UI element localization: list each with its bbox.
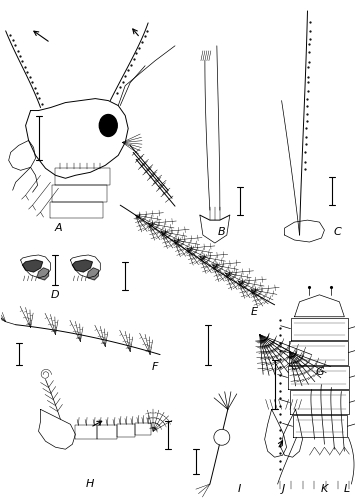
Polygon shape (290, 318, 348, 340)
Polygon shape (87, 268, 98, 280)
Polygon shape (288, 366, 349, 390)
Ellipse shape (99, 114, 117, 136)
Polygon shape (289, 390, 349, 414)
Polygon shape (281, 410, 303, 457)
Text: I: I (238, 484, 241, 494)
Text: B: B (218, 227, 226, 237)
Polygon shape (289, 340, 348, 364)
Text: K: K (321, 484, 328, 494)
Text: J: J (282, 484, 285, 494)
Text: H: H (86, 479, 95, 489)
Text: D: D (51, 290, 60, 300)
Polygon shape (72, 260, 92, 272)
Text: F: F (152, 362, 158, 372)
Polygon shape (135, 424, 151, 436)
Polygon shape (117, 424, 135, 438)
Polygon shape (265, 410, 287, 457)
Polygon shape (294, 295, 344, 316)
Polygon shape (23, 260, 42, 272)
Polygon shape (38, 410, 75, 449)
Text: E: E (251, 307, 258, 317)
Polygon shape (37, 268, 48, 280)
Text: A: A (55, 223, 62, 233)
Text: C: C (334, 227, 341, 237)
Polygon shape (284, 220, 324, 242)
Circle shape (214, 430, 230, 445)
Polygon shape (70, 255, 100, 278)
Polygon shape (56, 168, 110, 186)
Text: L: L (343, 484, 350, 494)
Polygon shape (293, 416, 347, 438)
Polygon shape (52, 186, 107, 202)
Polygon shape (26, 98, 128, 178)
Text: G: G (315, 366, 324, 376)
Polygon shape (97, 426, 117, 440)
Polygon shape (21, 255, 51, 278)
Polygon shape (75, 426, 97, 440)
Polygon shape (51, 202, 103, 218)
